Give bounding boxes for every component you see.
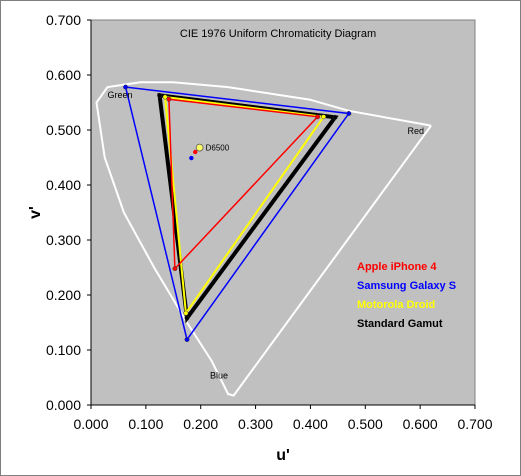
gamut-vertex-apple-iphone-4-2	[172, 266, 178, 272]
gamut-vertex-samsung-galaxy-s-1	[346, 111, 352, 116]
y-tick-label: 0.200	[46, 287, 81, 303]
white-point-apple-iphone-4	[193, 149, 198, 155]
spectral-locus-layer	[95, 81, 432, 397]
y-tick-label: 0.000	[46, 397, 81, 413]
gamut-vertex-standard-gamut-1	[332, 114, 338, 120]
legend: Apple iPhone 4 Samsung Galaxy S Motorola D…	[357, 261, 456, 330]
x-tick-label: 0.500	[348, 416, 383, 432]
gamut-vertex-apple-iphone-4-1	[315, 114, 321, 120]
legend-entry-standard-gamut: Standard Gamut	[357, 318, 443, 330]
gamut-triangle-samsung-galaxy-s	[124, 86, 351, 342]
y-tick-label: 0.600	[46, 67, 81, 83]
legend-entry-samsung-galaxy-s: Samsung Galaxy S	[357, 280, 456, 292]
gamut-vertex-standard-gamut-2	[184, 315, 190, 321]
x-tick-label: 0.400	[293, 416, 328, 432]
gamut-vertex-apple-iphone-4-0	[166, 96, 172, 102]
gamut-series-layer	[123, 84, 352, 342]
spectral-locus-curve	[95, 81, 432, 397]
x-tick-label: 0.700	[457, 416, 492, 432]
d6500-label: D6500	[206, 144, 230, 153]
legend-entry-motorola-droid: Motorola Droid	[357, 299, 435, 311]
gamut-vertex-motorola-droid-1	[321, 114, 327, 120]
gamut-vertex-motorola-droid-2	[183, 310, 189, 316]
x-tick-label: 0.200	[183, 416, 218, 432]
gamut-vertex-samsung-galaxy-s-2	[184, 337, 190, 342]
gamut-triangle-motorola-droid	[163, 95, 326, 316]
y-tick-label: 0.700	[46, 12, 81, 28]
y-tick-label: 0.400	[46, 177, 81, 193]
annotation-layer: Green Red Blue D6500	[107, 90, 424, 381]
x-tick-label: 0.600	[403, 416, 438, 432]
axis-layer: 0.000 0.100 0.200 0.300 0.400 0.500 0.600 0.700…	[46, 12, 493, 432]
d6500-white-point-marker	[195, 143, 204, 152]
region-label-red: Red	[408, 126, 425, 136]
white-point-samsung-galaxy-s	[189, 155, 194, 161]
plot-area	[90, 19, 476, 406]
y-tick-label: 0.500	[46, 122, 81, 138]
gamut-vertex-motorola-droid-0	[162, 94, 168, 100]
chart-title: CIE 1976 Uniform Chromaticity Diagram	[180, 28, 376, 40]
gamut-vertex-samsung-galaxy-s-0	[123, 84, 129, 90]
y-axis-title: v'	[27, 206, 44, 219]
region-label-green: Green	[107, 90, 132, 100]
gamut-vertex-standard-gamut-0	[157, 92, 163, 98]
x-tick-label: 0.000	[73, 416, 108, 432]
legend-entry-apple-iphone-4: Apple iPhone 4	[357, 261, 437, 273]
x-axis-title: u'	[276, 447, 290, 464]
gamut-triangle-apple-iphone-4	[168, 98, 320, 271]
region-label-blue: Blue	[210, 371, 228, 381]
x-tick-label: 0.300	[238, 416, 273, 432]
y-tick-label: 0.300	[46, 232, 81, 248]
x-tick-label: 0.100	[128, 416, 163, 432]
y-tick-label: 0.100	[46, 342, 81, 358]
